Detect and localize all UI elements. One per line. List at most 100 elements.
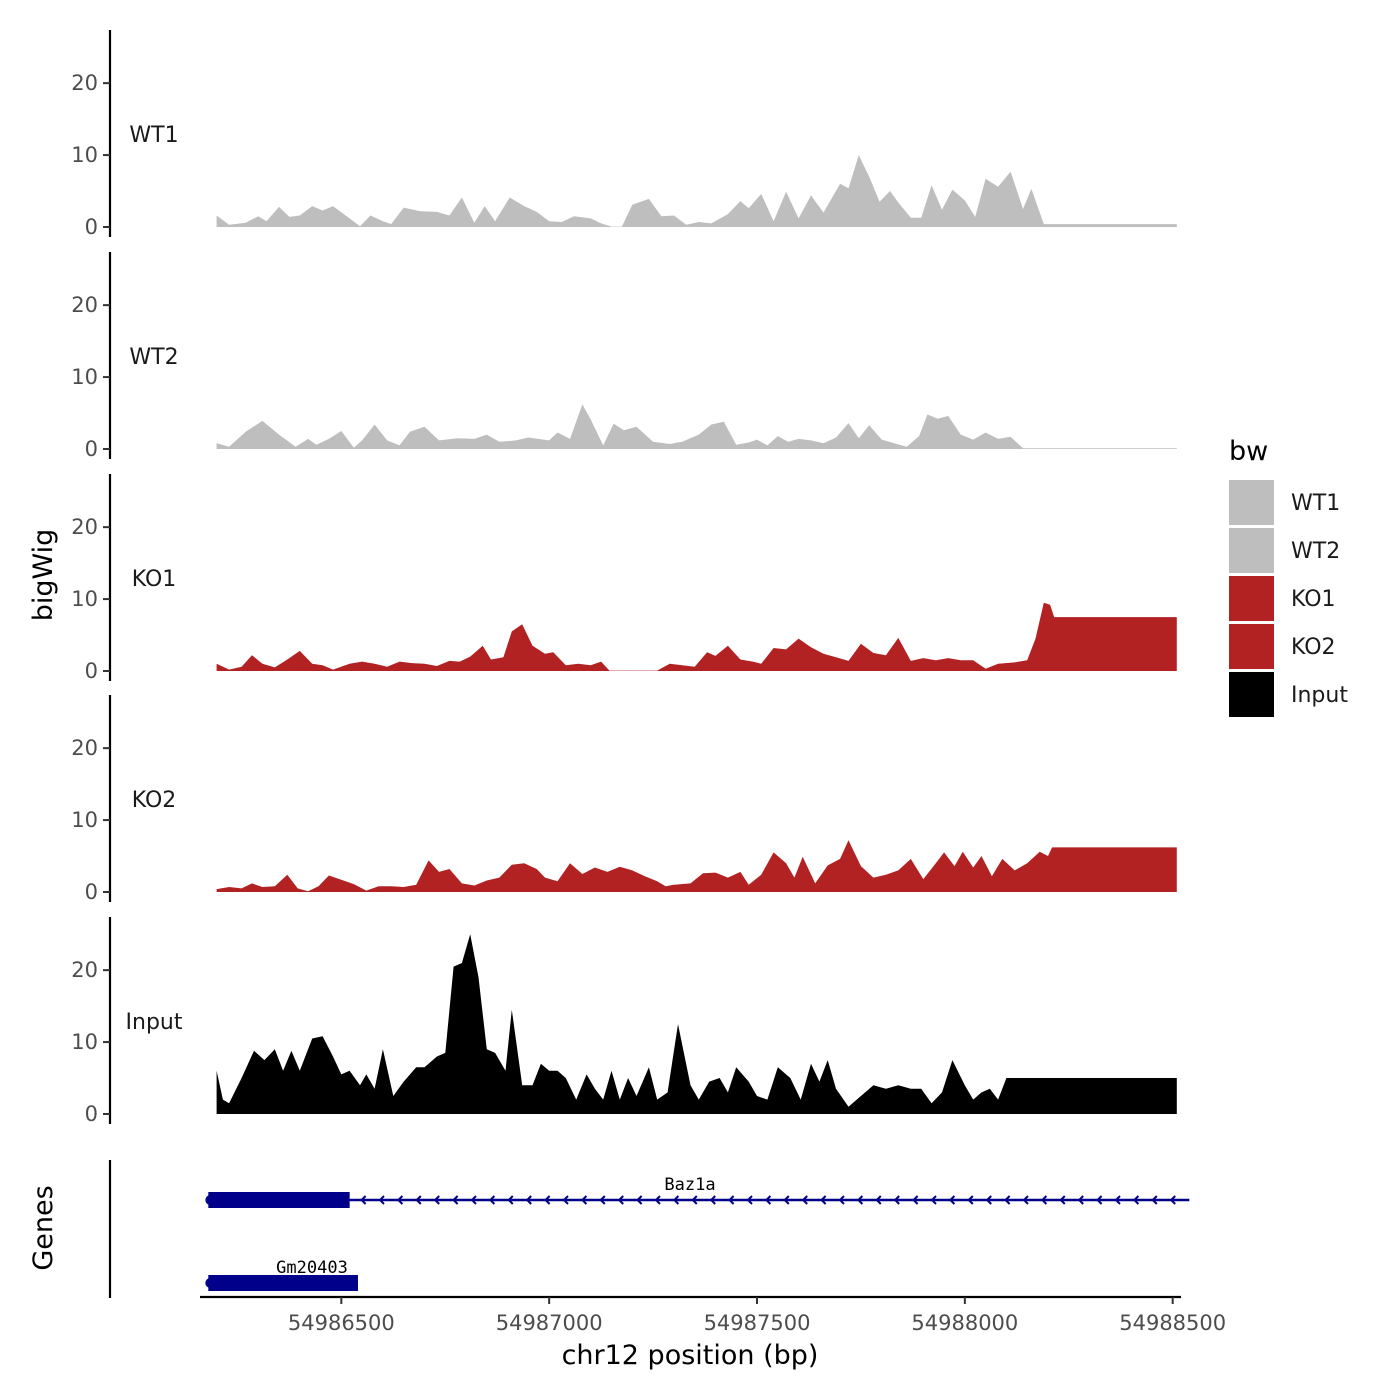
x-tick-label: 54987500 <box>704 1311 811 1335</box>
strand-arrow <box>801 1195 808 1205</box>
track-area-ko1 <box>216 602 1177 671</box>
strand-arrow <box>912 1195 919 1205</box>
strand-arrow <box>691 1195 698 1205</box>
strand-arrow <box>1004 1195 1011 1205</box>
gene-label: Gm20403 <box>276 1258 348 1278</box>
x-tick-label: 54988500 <box>1119 1311 1226 1335</box>
gene-start-dot <box>205 1278 216 1288</box>
strand-arrow <box>654 1195 661 1205</box>
y-tick-label: 10 <box>71 1030 98 1054</box>
genes-axis-title: Genes <box>28 1185 59 1270</box>
track-label-ko1: KO1 <box>132 567 177 592</box>
y-tick-label: 10 <box>71 808 98 832</box>
x-tick-label: 54986500 <box>288 1311 395 1335</box>
tracks-layer: 0 10 20 WT1 0 10 20 WT2 0 10 20 KO1 0 10 20 KO2 0 10 20 Inp… <box>71 30 1177 1126</box>
strand-arrow <box>1059 1195 1066 1205</box>
gene-label: Baz1a <box>664 1175 715 1195</box>
gene-exon <box>208 1192 350 1208</box>
legend-item-ko2: KO2 <box>1229 624 1336 669</box>
strand-arrow <box>433 1195 440 1205</box>
gene-gm20403: Gm20403 <box>205 1258 358 1291</box>
y-tick-label: 0 <box>85 437 98 461</box>
strand-arrow <box>764 1195 772 1205</box>
track-area-ko2 <box>216 840 1177 892</box>
strand-arrow <box>930 1195 937 1205</box>
track-area-wt2 <box>216 404 1177 449</box>
strand-arrow <box>728 1195 735 1205</box>
strand-arrow <box>562 1195 569 1205</box>
track-ko2: 0 10 20 KO2 <box>71 695 1177 904</box>
legend-label: WT2 <box>1291 539 1340 564</box>
legend-item-wt2: WT2 <box>1229 528 1340 573</box>
x-axis-title: chr12 position (bp) <box>562 1340 819 1371</box>
legend-item-wt1: WT1 <box>1229 480 1340 525</box>
strand-arrow <box>636 1195 643 1205</box>
strand-arrow <box>580 1195 588 1205</box>
legend-swatch <box>1229 576 1274 621</box>
y-axis-title: bigWig <box>28 529 59 622</box>
track-label-input: Input <box>126 1010 183 1035</box>
strand-arrow <box>1077 1195 1084 1205</box>
x-tick-label: 54988000 <box>911 1311 1018 1335</box>
strand-arrow <box>893 1195 900 1205</box>
strand-arrow <box>985 1195 992 1205</box>
strand-arrow <box>709 1195 716 1205</box>
legend-swatch <box>1229 528 1274 573</box>
y-tick-label: 10 <box>71 143 98 167</box>
legend: bw WT1 WT2 KO1 KO2 Input <box>1229 436 1348 717</box>
legend-swatch <box>1229 672 1274 717</box>
genes-layer: Baz1a Gm20403 <box>108 1160 1190 1298</box>
strand-arrow <box>948 1195 956 1205</box>
strand-arrow <box>820 1195 827 1205</box>
strand-arrow <box>967 1195 974 1205</box>
y-tick-label: 10 <box>71 365 98 389</box>
strand-arrow <box>1114 1195 1121 1205</box>
strand-arrow <box>452 1195 459 1205</box>
strand-arrow <box>672 1195 680 1205</box>
x-axis: 54986500 54987000 54987500 54988000 54988500 <box>200 1295 1226 1335</box>
strand-arrow <box>507 1195 514 1205</box>
strand-arrow <box>544 1195 551 1205</box>
y-tick-label: 0 <box>85 1102 98 1126</box>
strand-arrow <box>1096 1195 1103 1205</box>
legend-label: Input <box>1291 683 1348 708</box>
gene-start-dot <box>205 1195 216 1205</box>
legend-label: KO2 <box>1291 635 1336 660</box>
strand-arrow <box>1151 1195 1158 1205</box>
y-tick-label: 20 <box>71 71 98 95</box>
strand-arrow <box>599 1195 606 1205</box>
strand-arrow <box>875 1195 882 1205</box>
strand-arrow <box>360 1195 367 1205</box>
strand-arrow <box>1040 1195 1048 1205</box>
strand-arrow <box>1132 1195 1140 1205</box>
strand-arrow <box>783 1195 790 1205</box>
legend-title: bw <box>1229 436 1268 467</box>
legend-swatch <box>1229 480 1274 525</box>
y-tick-label: 20 <box>71 515 98 539</box>
x-tick-label: 54987000 <box>496 1311 603 1335</box>
legend-label: KO1 <box>1291 587 1336 612</box>
track-input: 0 10 20 Input <box>71 917 1177 1126</box>
y-tick-label: 0 <box>85 880 98 904</box>
track-area-wt1 <box>216 155 1177 227</box>
track-wt1: 0 10 20 WT1 <box>71 30 1177 239</box>
strand-arrow <box>470 1195 477 1205</box>
strand-arrow <box>617 1195 624 1205</box>
strand-arrow <box>378 1195 385 1205</box>
gene-baz1a: Baz1a <box>205 1175 1190 1208</box>
legend-item-input: Input <box>1229 672 1348 717</box>
track-area-input <box>216 934 1177 1114</box>
y-tick-label: 0 <box>85 659 98 683</box>
strand-arrow <box>415 1195 422 1205</box>
strand-arrow <box>1022 1195 1029 1205</box>
strand-arrow <box>1169 1195 1176 1205</box>
track-label-ko2: KO2 <box>132 788 177 813</box>
track-label-wt1: WT1 <box>129 123 178 148</box>
strand-arrow <box>488 1195 496 1205</box>
track-ko1: 0 10 20 KO1 <box>71 474 1177 683</box>
y-tick-label: 20 <box>71 736 98 760</box>
legend-item-ko1: KO1 <box>1229 576 1336 621</box>
strand-arrow <box>396 1195 404 1205</box>
legend-swatch <box>1229 624 1274 669</box>
